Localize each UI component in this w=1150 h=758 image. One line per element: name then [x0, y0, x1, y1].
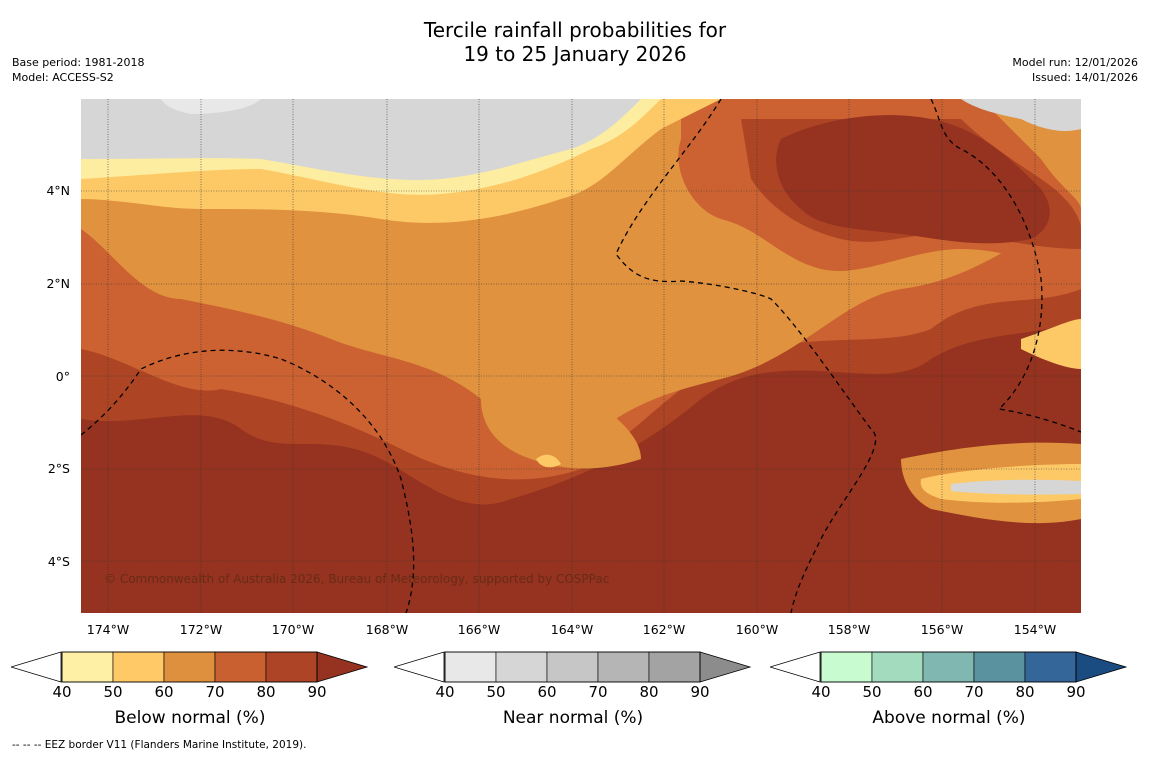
colorbar-above-normal: [770, 651, 1128, 683]
colorbar-near-frame: [444, 651, 701, 683]
cb-above-tick-60: 60: [913, 683, 933, 701]
lon-label-166w: 166°W: [457, 622, 501, 637]
lon-label-162w: 162°W: [642, 622, 686, 637]
colorbar-above-swatch-70: [973, 651, 1026, 683]
cb-near-tick-50: 50: [486, 683, 506, 701]
band-90-west: [249, 504, 351, 541]
colorbar-near-normal: [394, 651, 752, 683]
colorbar-near-swatch-60: [546, 651, 599, 683]
lon-label-168w: 168°W: [365, 622, 409, 637]
cb-near-tick-80: 80: [639, 683, 659, 701]
band-90-north: [776, 115, 1050, 244]
colorbar-below-swatch-40: [61, 651, 114, 683]
near-normal-northeast: [961, 99, 1081, 131]
lat-label-4s: 4°S: [47, 554, 70, 569]
lat-label-4n: 4°N: [46, 183, 70, 198]
colorbar-above-label: Above normal (%): [872, 708, 1026, 728]
cb-below-tick-50: 50: [103, 683, 123, 701]
cb-near-tick-60: 60: [537, 683, 557, 701]
colorbar-above-swatch-80: [1024, 651, 1077, 683]
cb-below-tick-60: 60: [154, 683, 174, 701]
band-50-spot: [536, 454, 561, 468]
lon-label-154w: 154°W: [1013, 622, 1057, 637]
probability-map: [81, 99, 1081, 613]
colorbar-above-swatch-50: [871, 651, 924, 683]
lon-label-158w: 158°W: [827, 622, 871, 637]
eez-border-east: [930, 99, 1081, 433]
lon-label-174w: 174°W: [86, 622, 130, 637]
colorbar-near-swatch-50: [495, 651, 548, 683]
colorbar-above-swatch-40: [820, 651, 873, 683]
near-normal-southeast: [951, 479, 1081, 495]
near-normal-light: [161, 99, 261, 114]
colorbar-near-swatch-80: [648, 651, 701, 683]
colorbar-near-swatch-40: [444, 651, 497, 683]
colorbar-below-upper-tip: [316, 651, 369, 683]
lat-label-2n: 2°N: [46, 276, 70, 291]
gridlines: [81, 99, 1081, 613]
title-line-1: Tercile rainfall probabilities for: [423, 18, 727, 42]
band-50-east: [1021, 319, 1081, 369]
lat-label-2s: 2°S: [47, 461, 70, 476]
colorbar-below-swatch-50: [112, 651, 165, 683]
model-name: Model: ACCESS-S2: [12, 71, 114, 84]
colorbar-above-upper-tip: [1075, 651, 1128, 683]
copyright-notice: © Commonwealth of Australia 2026, Bureau…: [104, 572, 610, 586]
lon-label-172w: 172°W: [179, 622, 223, 637]
lon-label-170w: 170°W: [271, 622, 315, 637]
colorbar-below-frame: [61, 651, 318, 683]
colorbar-above-swatch-60: [922, 651, 975, 683]
issued-date: Issued: 14/01/2026: [1031, 71, 1138, 84]
colorbar-near-label: Near normal (%): [502, 708, 644, 728]
eez-footnote: -- -- -- EEZ border V11 (Flanders Marine…: [12, 739, 307, 751]
base-period: Base period: 1981-2018: [12, 56, 145, 69]
colorbar-below-swatch-70: [214, 651, 267, 683]
model-run: Model run: 12/01/2026: [1012, 56, 1138, 69]
map-title: Tercile rainfall probabilities for 19 to…: [0, 18, 1150, 66]
band-90-south: [81, 478, 1081, 613]
cb-above-tick-70: 70: [964, 683, 984, 701]
eez-border-central: [615, 99, 877, 613]
lon-label-164w: 164°W: [550, 622, 594, 637]
cb-above-tick-80: 80: [1015, 683, 1035, 701]
colorbar-below-normal: [11, 651, 369, 683]
colorbar-below-lower-tip: [11, 651, 62, 683]
cb-below-tick-70: 70: [205, 683, 225, 701]
lat-label-0: 0°: [55, 369, 70, 384]
cb-above-tick-40: 40: [811, 683, 831, 701]
colorbar-below-label: Below normal (%): [114, 708, 266, 728]
lon-label-156w: 156°W: [920, 622, 964, 637]
cb-above-tick-50: 50: [862, 683, 882, 701]
cb-near-tick-70: 70: [588, 683, 608, 701]
cb-below-tick-80: 80: [256, 683, 276, 701]
colorbar-above-frame: [820, 651, 1077, 683]
title-line-2: 19 to 25 January 2026: [463, 42, 687, 66]
eez-border-west: [81, 349, 415, 613]
cb-below-tick-90: 90: [307, 683, 327, 701]
near-normal-north: [81, 99, 641, 180]
lon-label-160w: 160°W: [735, 622, 779, 637]
colorbar-near-swatch-70: [597, 651, 650, 683]
cb-above-tick-90: 90: [1066, 683, 1086, 701]
colorbar-below-swatch-80: [265, 651, 318, 683]
band-60-southcentral: [481, 387, 641, 469]
cb-near-tick-90: 90: [690, 683, 710, 701]
cb-below-tick-40: 40: [52, 683, 72, 701]
cb-near-tick-40: 40: [435, 683, 455, 701]
meta-left: Base period: 1981-2018 Model: ACCESS-S2: [12, 55, 144, 85]
colorbar-below-swatch-60: [163, 651, 216, 683]
colorbar-near-upper-tip: [699, 651, 752, 683]
colorbar-above-lower-tip: [770, 651, 821, 683]
colorbar-near-lower-tip: [394, 651, 445, 683]
meta-right: Model run: 12/01/2026 Issued: 14/01/2026: [1012, 55, 1138, 85]
